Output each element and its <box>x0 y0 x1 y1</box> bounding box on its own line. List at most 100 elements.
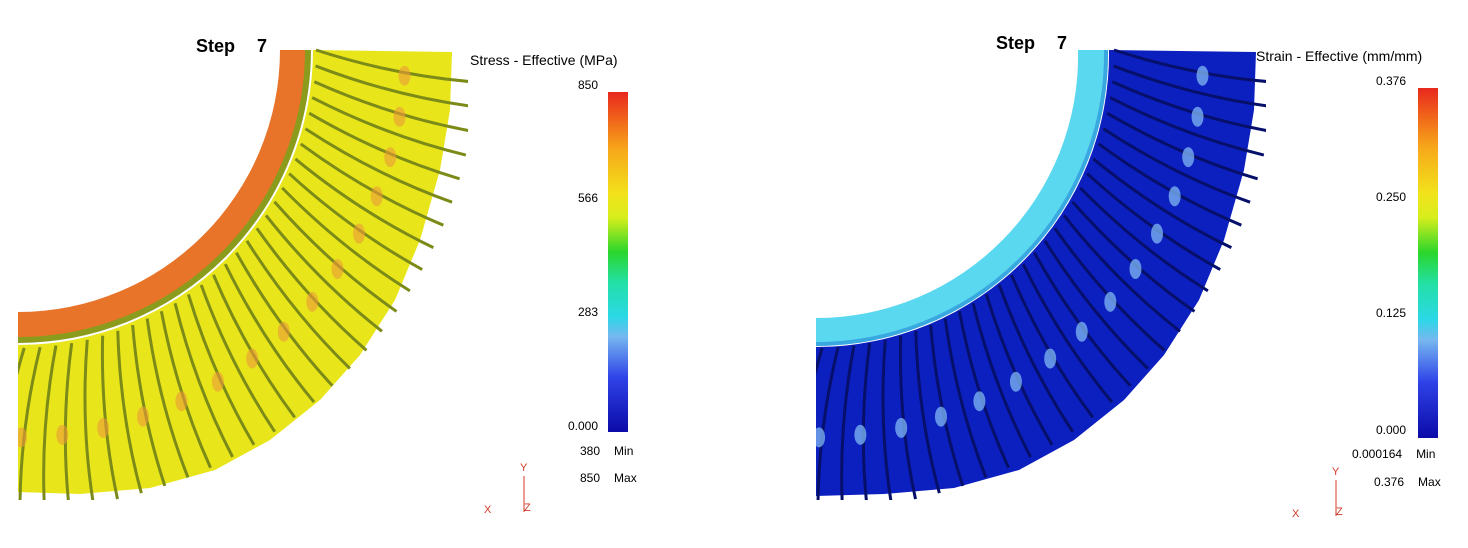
step-number: 7 <box>1057 33 1068 53</box>
contour-spot <box>1009 371 1022 392</box>
gear-rib <box>311 96 467 157</box>
gear-rib <box>273 200 398 313</box>
gear-rib <box>914 330 941 494</box>
gear-rib <box>308 111 461 181</box>
gear-rib <box>816 346 840 500</box>
tick-upper: 0.250 <box>1375 190 1406 204</box>
contour-spot <box>56 424 69 445</box>
axis-triad: Y X Z <box>482 462 552 516</box>
contour-spot <box>175 391 188 412</box>
min-label: Min <box>614 444 634 458</box>
min-readout: 0.000164 Min <box>1352 447 1435 461</box>
contour-spot <box>331 258 344 279</box>
axis-z-label: Z <box>524 502 531 514</box>
min-value: 380 <box>580 444 601 458</box>
axis-z-label: Z <box>1336 506 1343 518</box>
contour-spot <box>973 391 986 412</box>
gear-rib <box>116 330 143 494</box>
contour-spot <box>211 371 224 392</box>
gear-rib <box>199 284 277 433</box>
gear-rib <box>255 227 368 352</box>
min-readout: 380 Min <box>580 444 633 458</box>
gear-rib <box>1086 172 1221 271</box>
stress-panel: Step 7 Stress - Effective (MPa) 850 566 2… <box>18 36 637 516</box>
contour-spot <box>854 424 867 445</box>
max-label: Max <box>1418 475 1441 489</box>
gear-rib <box>288 172 423 271</box>
contour-spot <box>393 106 406 127</box>
contour-spot <box>1151 223 1164 244</box>
gear-rib <box>315 48 468 83</box>
gear-strain-image <box>816 48 1266 500</box>
gear-rib <box>943 318 988 479</box>
gear-rib <box>1079 186 1209 293</box>
gear-rib <box>1113 48 1266 83</box>
axis-triad-lines <box>1312 480 1337 519</box>
gear-rib <box>63 342 74 500</box>
tick-max: 850 <box>577 78 598 92</box>
tick-zero: 0.000 <box>1375 423 1406 437</box>
gear-rib <box>313 80 468 132</box>
gear-rib <box>83 339 95 500</box>
contour-spot <box>136 406 149 427</box>
gear-rib <box>1111 80 1266 132</box>
gear-stress-image <box>18 48 468 500</box>
contour-spot <box>895 417 908 438</box>
axis-x-label: X <box>484 504 492 516</box>
gear-rib <box>264 214 383 333</box>
step-label: Step <box>996 33 1036 53</box>
gear-rib <box>1106 111 1259 181</box>
gear-rib <box>861 342 872 500</box>
gear-rib <box>881 339 893 500</box>
gear-rib <box>18 346 42 500</box>
tick-max: 0.376 <box>1375 74 1406 88</box>
gear-rib <box>294 157 435 250</box>
step-label: Step <box>196 36 236 56</box>
axis-x-label: X <box>1292 508 1300 520</box>
gear-rib <box>1053 227 1166 352</box>
gear-rib <box>840 345 856 500</box>
axis-y-label: Y <box>1332 466 1340 478</box>
max-value: 0.376 <box>1374 475 1405 489</box>
gear-rib <box>1102 127 1251 204</box>
contour-spot <box>246 348 259 369</box>
gear-rib <box>1097 142 1242 227</box>
color-scale-bar <box>608 92 628 432</box>
tick-lower: 0.125 <box>1375 306 1406 320</box>
color-scale-bar <box>1418 88 1438 438</box>
contour-spot <box>398 65 411 86</box>
max-readout: 0.376 Max <box>1374 475 1441 489</box>
contour-spot <box>1168 186 1181 207</box>
gear-rib <box>281 186 411 293</box>
gear-rib <box>1043 239 1149 370</box>
gear-rib <box>299 142 444 227</box>
tick-upper: 566 <box>577 191 598 205</box>
gear-rib <box>1092 157 1233 250</box>
min-label: Min <box>1416 447 1436 461</box>
gear-rib <box>223 263 316 404</box>
gear-rib <box>1109 96 1265 157</box>
max-value: 850 <box>580 471 601 485</box>
contour-spot <box>353 223 366 244</box>
gear-rib <box>971 302 1032 458</box>
contour-spot <box>370 186 383 207</box>
axis-y-label: Y <box>520 462 528 474</box>
axis-triad: Y X Z <box>1290 466 1360 520</box>
legend-title: Strain - Effective (mm/mm) <box>1256 48 1423 64</box>
gear-rib <box>997 284 1075 433</box>
gear-rib <box>42 345 58 500</box>
gear-rib <box>245 239 351 370</box>
gear-rib <box>173 302 234 458</box>
contour-spot <box>1044 348 1057 369</box>
strain-panel: Step 7 Strain - Effective (mm/mm) 0.376 0… <box>734 0 1468 548</box>
gear-rib <box>145 318 190 479</box>
contour-spot <box>384 147 397 168</box>
legend-title: Stress - Effective (MPa) <box>470 52 618 68</box>
contour-spot <box>934 406 947 427</box>
gear-rib <box>816 347 824 376</box>
contour-spot <box>1129 258 1142 279</box>
gear-rib <box>304 127 453 204</box>
tick-lower: 283 <box>577 305 598 319</box>
gear-rib <box>315 64 468 108</box>
gear-rib <box>1021 263 1114 404</box>
